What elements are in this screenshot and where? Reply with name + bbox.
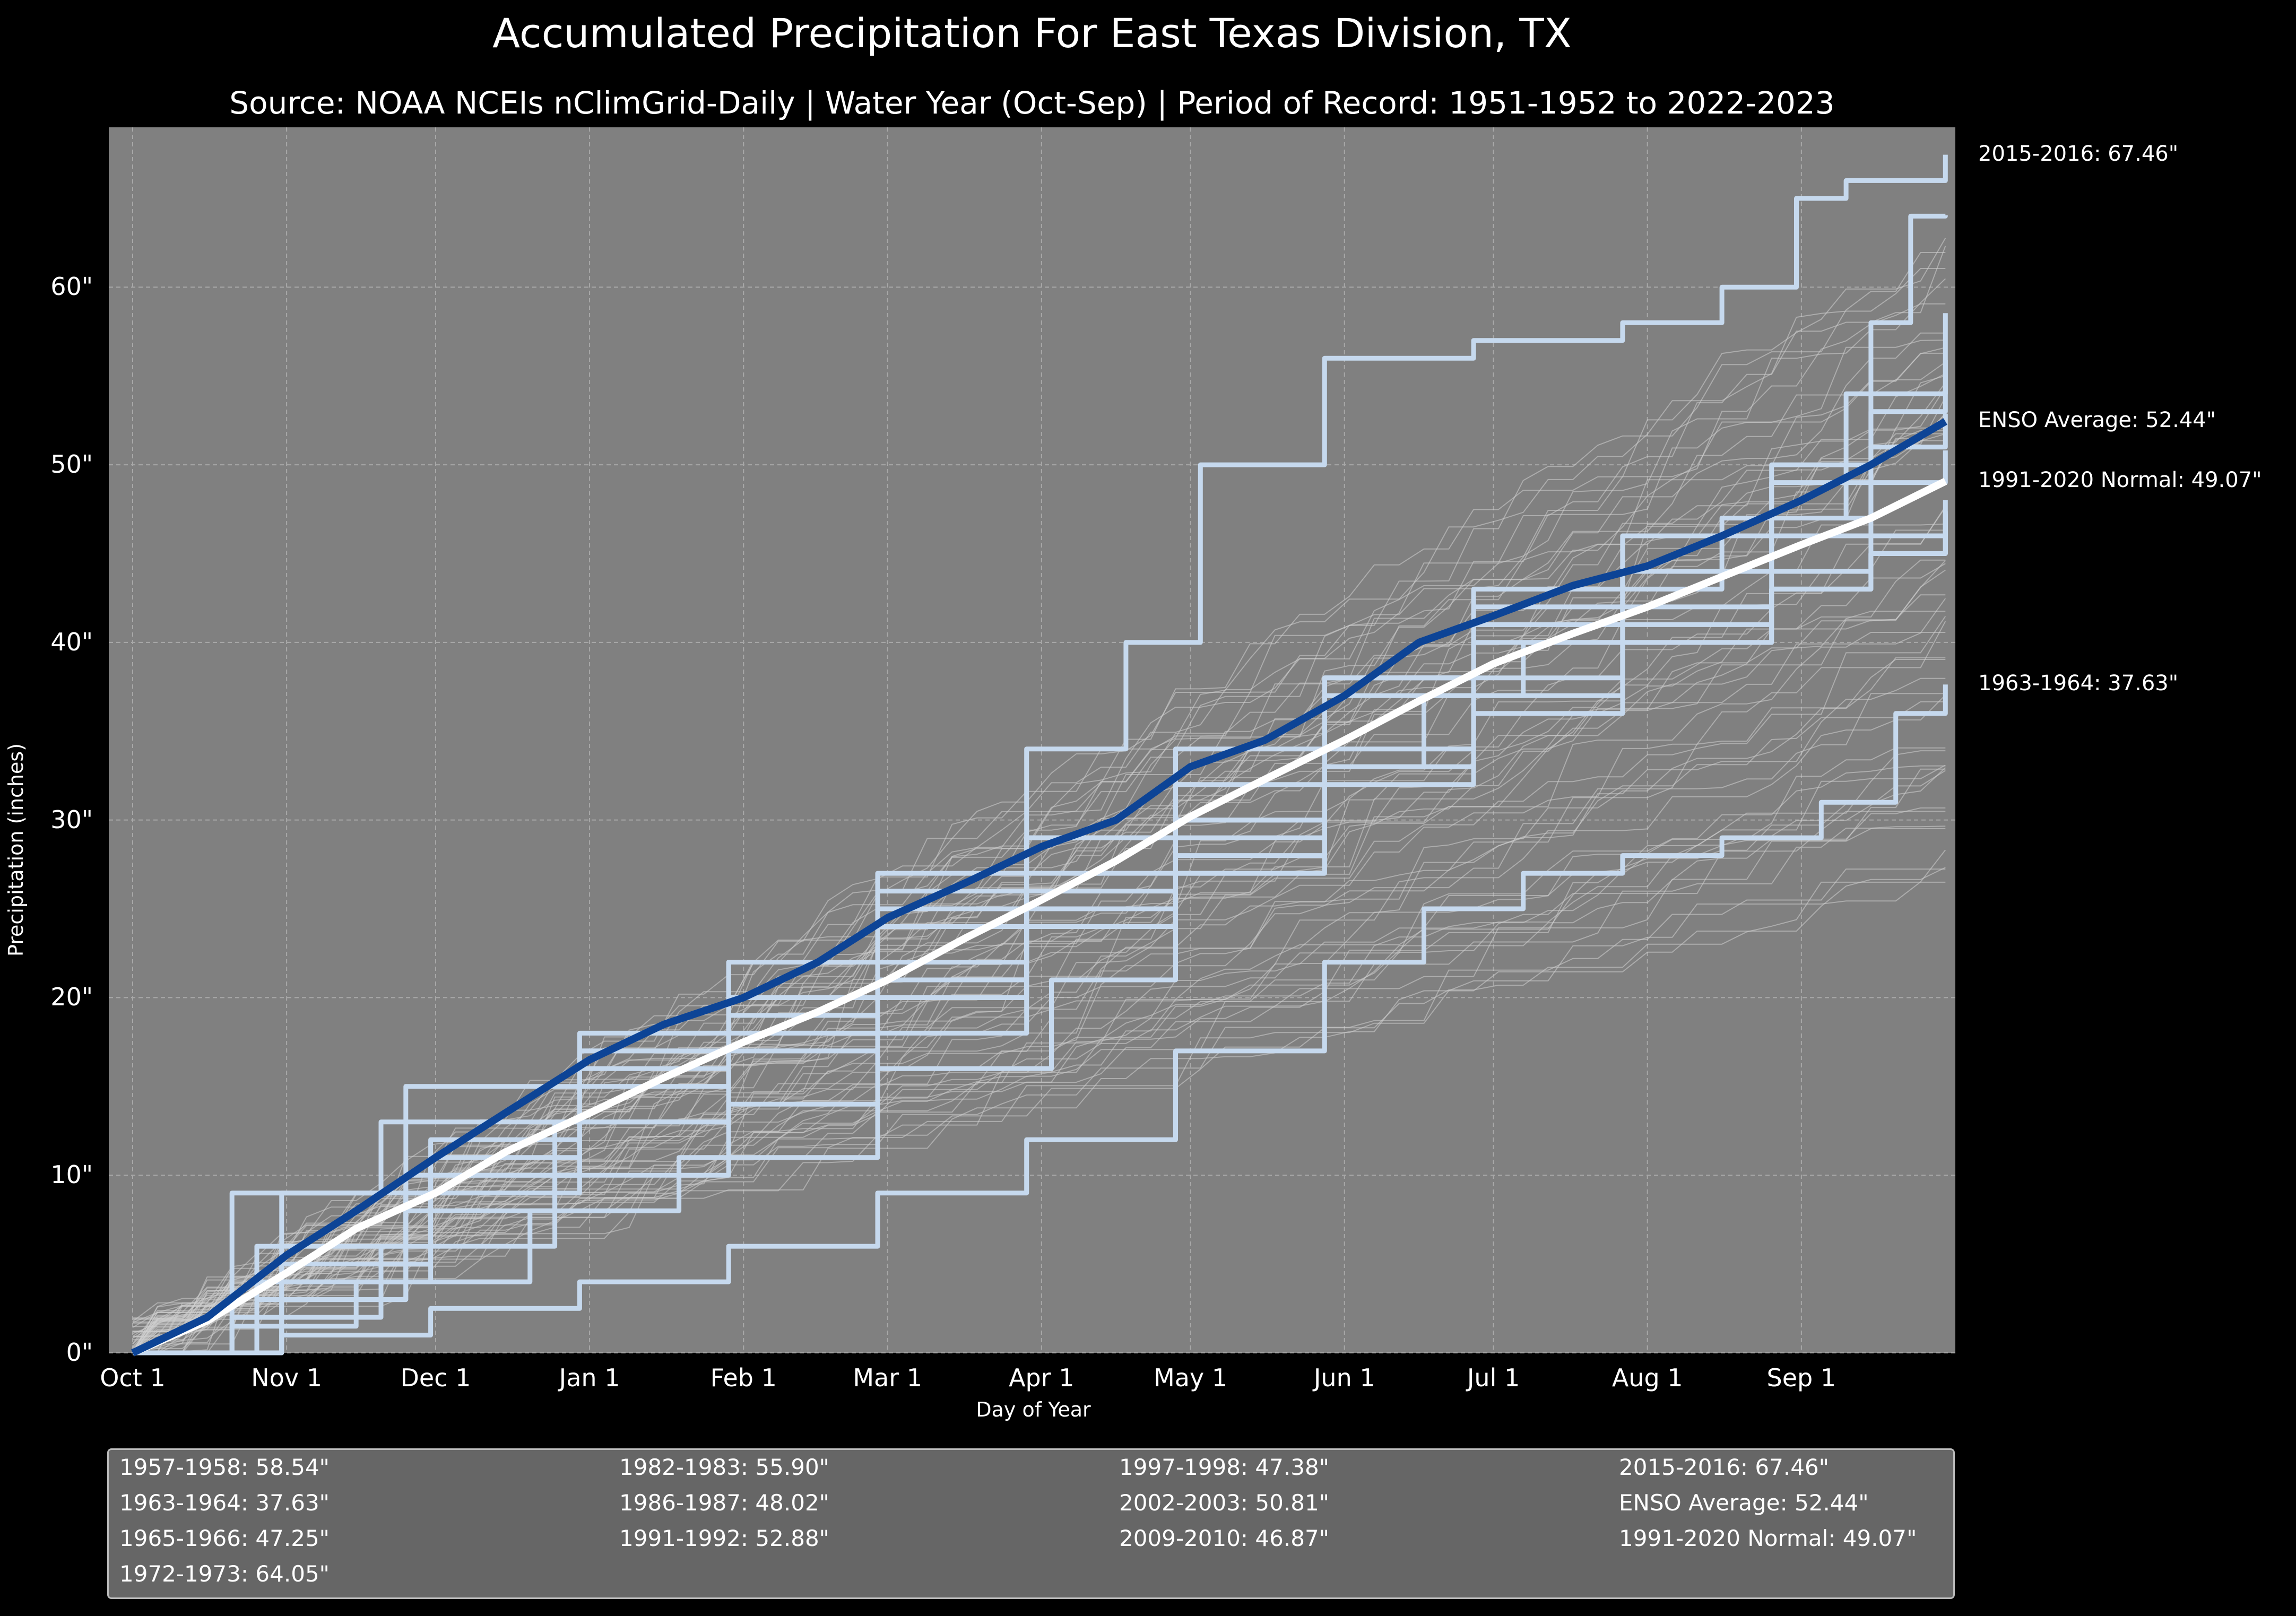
series-line-2009-2010	[133, 520, 1948, 1356]
plot-background	[109, 127, 1955, 1353]
legend-entry: ENSO Average: 52.44"	[1619, 1490, 1869, 1516]
other-year-line	[133, 694, 1946, 1353]
other-year-line	[133, 632, 1946, 1353]
y-tick-label: 0"	[66, 1338, 93, 1367]
y-tick-label: 50"	[50, 450, 93, 479]
other-year-line	[132, 765, 1946, 1338]
x-tick-label: Mar 1	[853, 1363, 922, 1392]
end-value-label: ENSO Average: 52.44"	[1978, 408, 2216, 433]
legend-entry: 1957-1958: 58.54"	[119, 1454, 330, 1480]
series-line-1963-1964	[133, 684, 1948, 1356]
other-year-line	[133, 693, 1946, 1353]
series-line-1991-2020-normal	[131, 477, 1947, 1357]
x-tick-label: May 1	[1154, 1363, 1228, 1392]
other-year-line	[132, 246, 1946, 1323]
x-axis-label: Day of Year	[976, 1398, 1091, 1421]
other-year-line	[133, 659, 1946, 1337]
legend-entry: 1991-1992: 52.88"	[619, 1525, 829, 1551]
x-tick-label: Apr 1	[1009, 1363, 1075, 1392]
other-year-line	[132, 768, 1946, 1349]
legend-entry: 2015-2016: 67.46"	[1619, 1454, 1829, 1480]
x-tick-label: Jun 1	[1313, 1363, 1375, 1392]
legend-entry: 2009-2010: 46.87"	[1119, 1525, 1329, 1551]
end-value-label: 2015-2016: 67.46"	[1978, 141, 2179, 166]
y-tick-label: 10"	[50, 1160, 93, 1189]
legend-entry: 1965-1966: 47.25"	[119, 1525, 330, 1551]
y-axis-label: Precipitation (inches)	[4, 743, 28, 957]
x-tick-label: Dec 1	[400, 1363, 471, 1392]
x-tick-label: Jan 1	[559, 1363, 620, 1392]
chart-subtitle: Source: NOAA NCEIs nClimGrid-Daily | Wat…	[229, 85, 1835, 121]
other-year-line	[133, 811, 1946, 1327]
other-year-line	[132, 767, 1946, 1353]
x-tick-label: Jul 1	[1467, 1363, 1520, 1392]
x-tick-label: Nov 1	[251, 1363, 322, 1392]
legend-entry: 1972-1973: 64.05"	[119, 1561, 330, 1587]
series-lines	[131, 154, 1948, 1357]
other-year-line	[132, 278, 1946, 1344]
series-line-2015-2016	[133, 154, 1948, 1356]
other-year-line	[132, 849, 1946, 1353]
other-year-line	[132, 867, 1946, 1347]
other-year-line	[133, 347, 1946, 1353]
legend-entry: 1982-1983: 55.90"	[619, 1454, 829, 1480]
other-year-line	[132, 657, 1946, 1353]
legend-entry: 1991-2020 Normal: 49.07"	[1619, 1525, 1917, 1551]
series-line-enso-average	[131, 418, 1947, 1357]
y-tick-label: 60"	[50, 272, 93, 301]
legend-entry: 1986-1987: 48.02"	[619, 1490, 829, 1516]
legend: 1957-1958: 58.54" 1963-1964: 37.63" 1965-1…	[107, 1448, 1955, 1599]
other-year-line	[133, 563, 1946, 1320]
chart-title: Accumulated Precipitation For East Texas…	[492, 10, 1572, 57]
y-tick-label: 20"	[50, 983, 93, 1012]
legend-entry: 2002-2003: 50.81"	[1119, 1490, 1329, 1516]
x-tick-label: Aug 1	[1611, 1363, 1683, 1392]
other-year-line	[132, 616, 1946, 1353]
other-year-line	[132, 238, 1946, 1353]
x-tick-label: Sep 1	[1766, 1363, 1836, 1392]
other-year-line	[133, 750, 1946, 1353]
end-value-label: 1991-2020 Normal: 49.07"	[1978, 468, 2262, 493]
other-year-line	[132, 268, 1946, 1339]
legend-entry: 1963-1964: 37.63"	[119, 1490, 330, 1516]
series-line-1991-1992	[133, 413, 1948, 1356]
other-year-line	[133, 559, 1946, 1348]
y-tick-label: 40"	[50, 627, 93, 656]
legend-entry: 1997-1998: 47.38"	[1119, 1454, 1329, 1480]
x-tick-label: Oct 1	[100, 1363, 166, 1392]
other-year-line	[133, 523, 1946, 1353]
end-value-label: 1963-1964: 37.63"	[1978, 671, 2179, 696]
x-tick-label: Feb 1	[710, 1363, 777, 1392]
other-year-line	[132, 828, 1946, 1352]
y-tick-label: 30"	[50, 805, 93, 834]
other-year-line	[132, 764, 1946, 1353]
other-year-line	[132, 770, 1946, 1353]
